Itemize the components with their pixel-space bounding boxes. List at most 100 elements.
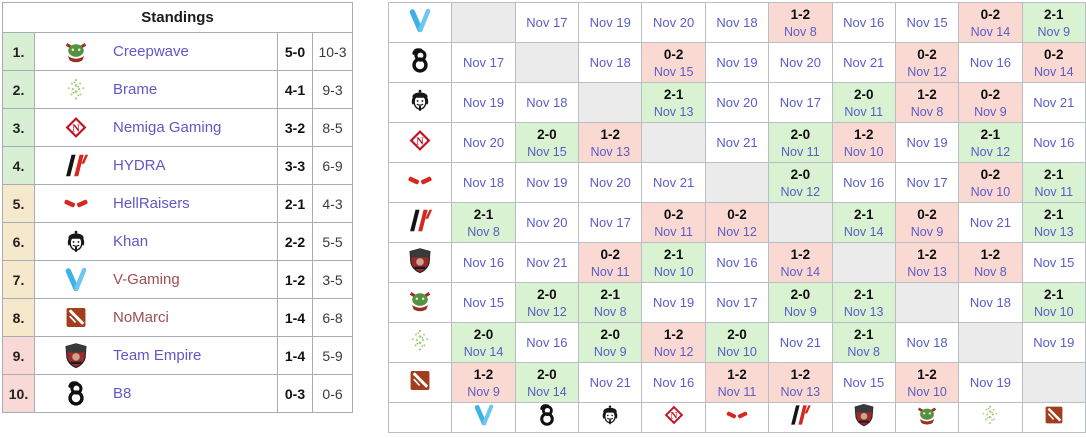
team-link[interactable]: Khan xyxy=(113,233,149,250)
col-team-cell[interactable] xyxy=(451,402,516,433)
match-date-link[interactable]: Nov 14 xyxy=(527,385,567,400)
match-date-link[interactable]: Nov 21 xyxy=(653,174,695,190)
match-date-link[interactable]: Nov 14 xyxy=(1033,65,1074,80)
match-date-link[interactable]: Nov 18 xyxy=(526,94,568,110)
match-date-link[interactable]: Nov 15 xyxy=(653,65,694,80)
match-date-link[interactable]: Nov 16 xyxy=(969,54,1012,70)
match-date-link[interactable]: Nov 20 xyxy=(779,54,821,70)
match-date-link[interactable]: Nov 17 xyxy=(716,294,758,310)
match-date-link[interactable]: Nov 19 xyxy=(906,134,948,150)
match-date-link[interactable]: Nov 16 xyxy=(653,374,695,390)
match-date-link[interactable]: Nov 9 xyxy=(467,385,500,400)
match-date-link[interactable]: Nov 9 xyxy=(974,105,1007,120)
col-team-cell[interactable] xyxy=(514,402,580,433)
match-date-link[interactable]: Nov 9 xyxy=(910,225,944,240)
match-date-link[interactable]: Nov 16 xyxy=(1033,134,1075,150)
match-date-link[interactable]: Nov 20 xyxy=(653,14,695,30)
match-date-link[interactable]: Nov 19 xyxy=(589,14,631,30)
team-link[interactable]: Creepwave xyxy=(113,43,189,60)
team-link[interactable]: B8 xyxy=(113,385,132,402)
match-date-link[interactable]: Nov 20 xyxy=(716,94,758,110)
match-date-link[interactable]: Nov 11 xyxy=(590,265,630,280)
match-date-link[interactable]: Nov 19 xyxy=(969,374,1012,390)
match-date-link[interactable]: Nov 10 xyxy=(970,185,1011,200)
match-date-link[interactable]: Nov 17 xyxy=(462,54,505,70)
match-date-link[interactable]: Nov 20 xyxy=(462,134,505,150)
match-date-link[interactable]: Nov 18 xyxy=(969,294,1012,310)
match-date-link[interactable]: Nov 8 xyxy=(593,305,627,320)
match-date-link[interactable]: Nov 17 xyxy=(779,94,821,110)
row-team-cell[interactable] xyxy=(387,202,453,243)
match-date-link[interactable]: Nov 13 xyxy=(1033,225,1074,240)
match-date-link[interactable]: Nov 16 xyxy=(843,174,885,190)
row-team-cell[interactable] xyxy=(387,2,453,43)
match-date-link[interactable]: Nov 16 xyxy=(462,254,505,270)
match-date-link[interactable]: Nov 18 xyxy=(462,174,505,190)
match-date-link[interactable]: Nov 12 xyxy=(907,65,947,80)
match-date-link[interactable]: Nov 13 xyxy=(590,145,631,160)
match-date-link[interactable]: Nov 21 xyxy=(526,254,568,270)
row-team-cell[interactable] xyxy=(387,82,453,123)
team-link[interactable]: Nemiga Gaming xyxy=(113,119,222,136)
col-team-cell[interactable] xyxy=(1021,402,1086,433)
match-date-link[interactable]: Nov 15 xyxy=(843,374,885,390)
team-link[interactable]: Team Empire xyxy=(113,347,202,364)
row-team-cell[interactable]: N xyxy=(387,122,453,163)
col-team-cell[interactable] xyxy=(894,402,960,433)
match-date-link[interactable]: Nov 13 xyxy=(780,385,821,400)
match-date-link[interactable]: Nov 8 xyxy=(910,105,944,120)
match-date-link[interactable]: Nov 8 xyxy=(784,25,817,40)
match-date-link[interactable]: Nov 19 xyxy=(462,94,505,110)
match-date-link[interactable]: Nov 8 xyxy=(974,265,1007,280)
match-date-link[interactable]: Nov 15 xyxy=(1033,254,1075,270)
match-date-link[interactable]: Nov 19 xyxy=(653,294,695,310)
col-team-cell[interactable] xyxy=(768,402,833,433)
match-date-link[interactable]: Nov 18 xyxy=(589,54,631,70)
match-date-link[interactable]: Nov 16 xyxy=(843,14,885,30)
team-link[interactable]: NoMarci xyxy=(113,309,169,326)
match-date-link[interactable]: Nov 14 xyxy=(463,345,504,360)
row-team-cell[interactable] xyxy=(387,282,453,323)
team-link[interactable]: HellRaisers xyxy=(113,195,190,212)
match-date-link[interactable]: Nov 21 xyxy=(969,214,1012,230)
match-date-link[interactable]: Nov 11 xyxy=(844,105,884,120)
match-date-link[interactable]: Nov 13 xyxy=(907,265,947,280)
match-date-link[interactable]: Nov 12 xyxy=(780,185,821,200)
match-date-link[interactable]: Nov 16 xyxy=(526,334,568,350)
match-date-link[interactable]: Nov 9 xyxy=(784,305,817,320)
match-date-link[interactable]: Nov 16 xyxy=(716,254,758,270)
match-date-link[interactable]: Nov 19 xyxy=(1033,334,1075,350)
match-date-link[interactable]: Nov 12 xyxy=(653,345,694,360)
col-team-cell[interactable] xyxy=(704,402,770,433)
match-date-link[interactable]: Nov 10 xyxy=(907,385,947,400)
col-team-cell[interactable] xyxy=(958,402,1023,433)
match-date-link[interactable]: Nov 15 xyxy=(527,145,567,160)
row-team-cell[interactable] xyxy=(387,322,453,363)
match-date-link[interactable]: Nov 12 xyxy=(527,305,567,320)
match-date-link[interactable]: Nov 18 xyxy=(906,334,948,350)
match-date-link[interactable]: Nov 9 xyxy=(1037,25,1071,40)
match-date-link[interactable]: Nov 8 xyxy=(847,345,881,360)
match-date-link[interactable]: Nov 10 xyxy=(843,145,884,160)
match-date-link[interactable]: Nov 12 xyxy=(717,225,757,240)
match-date-link[interactable]: Nov 15 xyxy=(906,14,948,30)
match-date-link[interactable]: Nov 15 xyxy=(462,294,505,310)
match-date-link[interactable]: Nov 14 xyxy=(843,225,884,240)
match-date-link[interactable]: Nov 21 xyxy=(843,54,885,70)
row-team-cell[interactable] xyxy=(387,362,453,403)
team-link[interactable]: HYDRA xyxy=(113,157,166,174)
col-team-cell[interactable] xyxy=(578,402,643,433)
match-date-link[interactable]: Nov 21 xyxy=(1033,94,1075,110)
match-date-link[interactable]: Nov 17 xyxy=(589,214,631,230)
match-date-link[interactable]: Nov 21 xyxy=(589,374,631,390)
row-team-cell[interactable] xyxy=(387,42,453,83)
match-date-link[interactable]: Nov 18 xyxy=(716,14,758,30)
match-date-link[interactable]: Nov 13 xyxy=(653,105,694,120)
match-date-link[interactable]: Nov 10 xyxy=(717,345,757,360)
match-date-link[interactable]: Nov 17 xyxy=(906,174,948,190)
match-date-link[interactable]: Nov 20 xyxy=(589,174,631,190)
col-team-cell[interactable] xyxy=(831,402,896,433)
team-link[interactable]: V-Gaming xyxy=(113,271,180,288)
match-date-link[interactable]: Nov 11 xyxy=(717,385,757,400)
match-date-link[interactable]: Nov 9 xyxy=(593,345,627,360)
